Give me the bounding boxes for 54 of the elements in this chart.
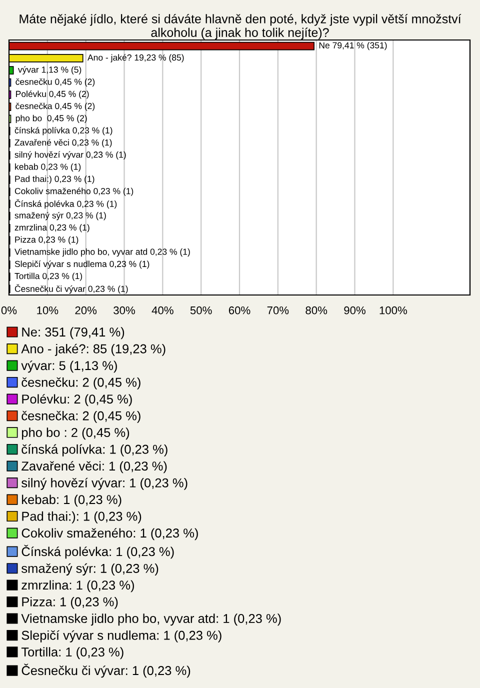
data-label: česnečka 0,45 % (2) — [16, 102, 95, 111]
data-label: silný hovězí vývar 0,23 % (1) — [14, 151, 126, 160]
legend-label: Čínská polévka: 1 (0,23 %) — [22, 544, 174, 559]
legend-label: Česnečku či vývar: 1 (0,23 %) — [22, 664, 190, 678]
x-tick-label: 100% — [380, 306, 407, 314]
legend-label: Ne: 351 (79,41 %) — [22, 327, 124, 340]
data-label: Cokoliv smaženého 0,23 % (1) — [14, 188, 134, 196]
legend-label: Cokoliv smaženého: 1 (0,23 %) — [22, 528, 198, 540]
legend-label: čínská polívka: 1 (0,23 %) — [22, 444, 168, 456]
legend-label: Slepičí vývar s nudlema: 1 (0,23 %) — [22, 630, 222, 642]
data-label: Zavařené věci 0,23 % (1) — [14, 139, 112, 148]
legend-label: Vietnamske jidlo pho bo, vyvar atd: 1 (0,23 %) — [21, 614, 281, 626]
x-tick-label: 80% — [306, 306, 328, 314]
x-tick-label: 70% — [267, 306, 289, 314]
data-label: česnečku 0,45 % (2) — [16, 78, 95, 87]
data-label: Polévku 0,45 % (2) — [16, 90, 89, 99]
legend-label: Tortilla: 1 (0,23 %) — [21, 647, 124, 660]
data-label: Tortilla 0,23 % (1) — [14, 272, 82, 281]
legend-label: česnečka: 2 (0,45 %) — [22, 410, 140, 423]
data-label: Pizza 0,23 % (1) — [15, 236, 78, 244]
legend-label: vývar: 5 (1,13 %) — [21, 360, 117, 373]
x-tick-label: 30% — [114, 306, 135, 314]
legend-label: Polévku: 2 (0,45 %) — [22, 394, 132, 406]
legend-label: česnečku: 2 (0,45 %) — [22, 377, 140, 390]
data-label: smažený sýr 0,23 % (1) — [14, 212, 106, 220]
data-label: pho bo 0,45 % (2) — [16, 114, 87, 124]
data-label: vývar 1,13 % (5) — [18, 66, 82, 74]
x-tick-label: 0% — [1, 306, 17, 314]
data-label: Ano - jaké? 19,23 % (85) — [88, 54, 184, 62]
chart-title: Máte nějaké jídlo, které si dáváte hlavně den poté, když jste vypil větší množství alkoholu (a jinak ho tolik nejíte)? — [20, 14, 462, 40]
data-label: Ne 79,41 % (351) — [319, 42, 387, 50]
x-tick-label: 10% — [37, 306, 58, 314]
legend-label: zmrzlina: 1 (0,23 %) — [22, 580, 134, 592]
data-label: čínská polívka 0,23 % (1) — [14, 126, 112, 136]
legend-label: kebab: 1 (0,23 %) — [22, 494, 122, 507]
legend-label: pho bo : 2 (0,45 %) — [22, 428, 130, 440]
x-tick-label: 20% — [75, 306, 97, 314]
legend-label: smažený sýr: 1 (0,23 %) — [22, 563, 158, 576]
data-label: Pad thai:) 0,23 % (1) — [15, 176, 94, 184]
x-tick-label: 90% — [344, 306, 366, 314]
legend-label: silný hovězí vývar: 1 (0,23 %) — [22, 478, 188, 490]
legend-label: Ano - jaké?: 85 (19,23 %) — [21, 344, 166, 356]
data-label: Slepičí vývar s nudlema 0,23 % (1) — [14, 260, 150, 269]
data-label: zmrzlina 0,23 % (1) — [14, 224, 90, 232]
x-tick-label: 60% — [228, 306, 250, 314]
x-tick-label: 40% — [152, 306, 174, 314]
data-label: Vietnamske jidlo pho bo, vyvar atd 0,23 % (1) — [14, 248, 190, 257]
data-label: Čínská polévka 0,23 % (1) — [14, 199, 117, 209]
legend-label: Pizza: 1 (0,23 %) — [22, 596, 118, 609]
legend-label: Zavařené věci: 1 (0,23 %) — [22, 461, 167, 474]
x-tick-label: 50% — [190, 306, 212, 314]
legend-label: Pad thai:): 1 (0,23 %) — [22, 511, 142, 524]
data-label: Česnečku či vývar 0,23 % (1) — [14, 284, 128, 294]
data-label: kebab 0,23 % (1) — [15, 163, 81, 172]
